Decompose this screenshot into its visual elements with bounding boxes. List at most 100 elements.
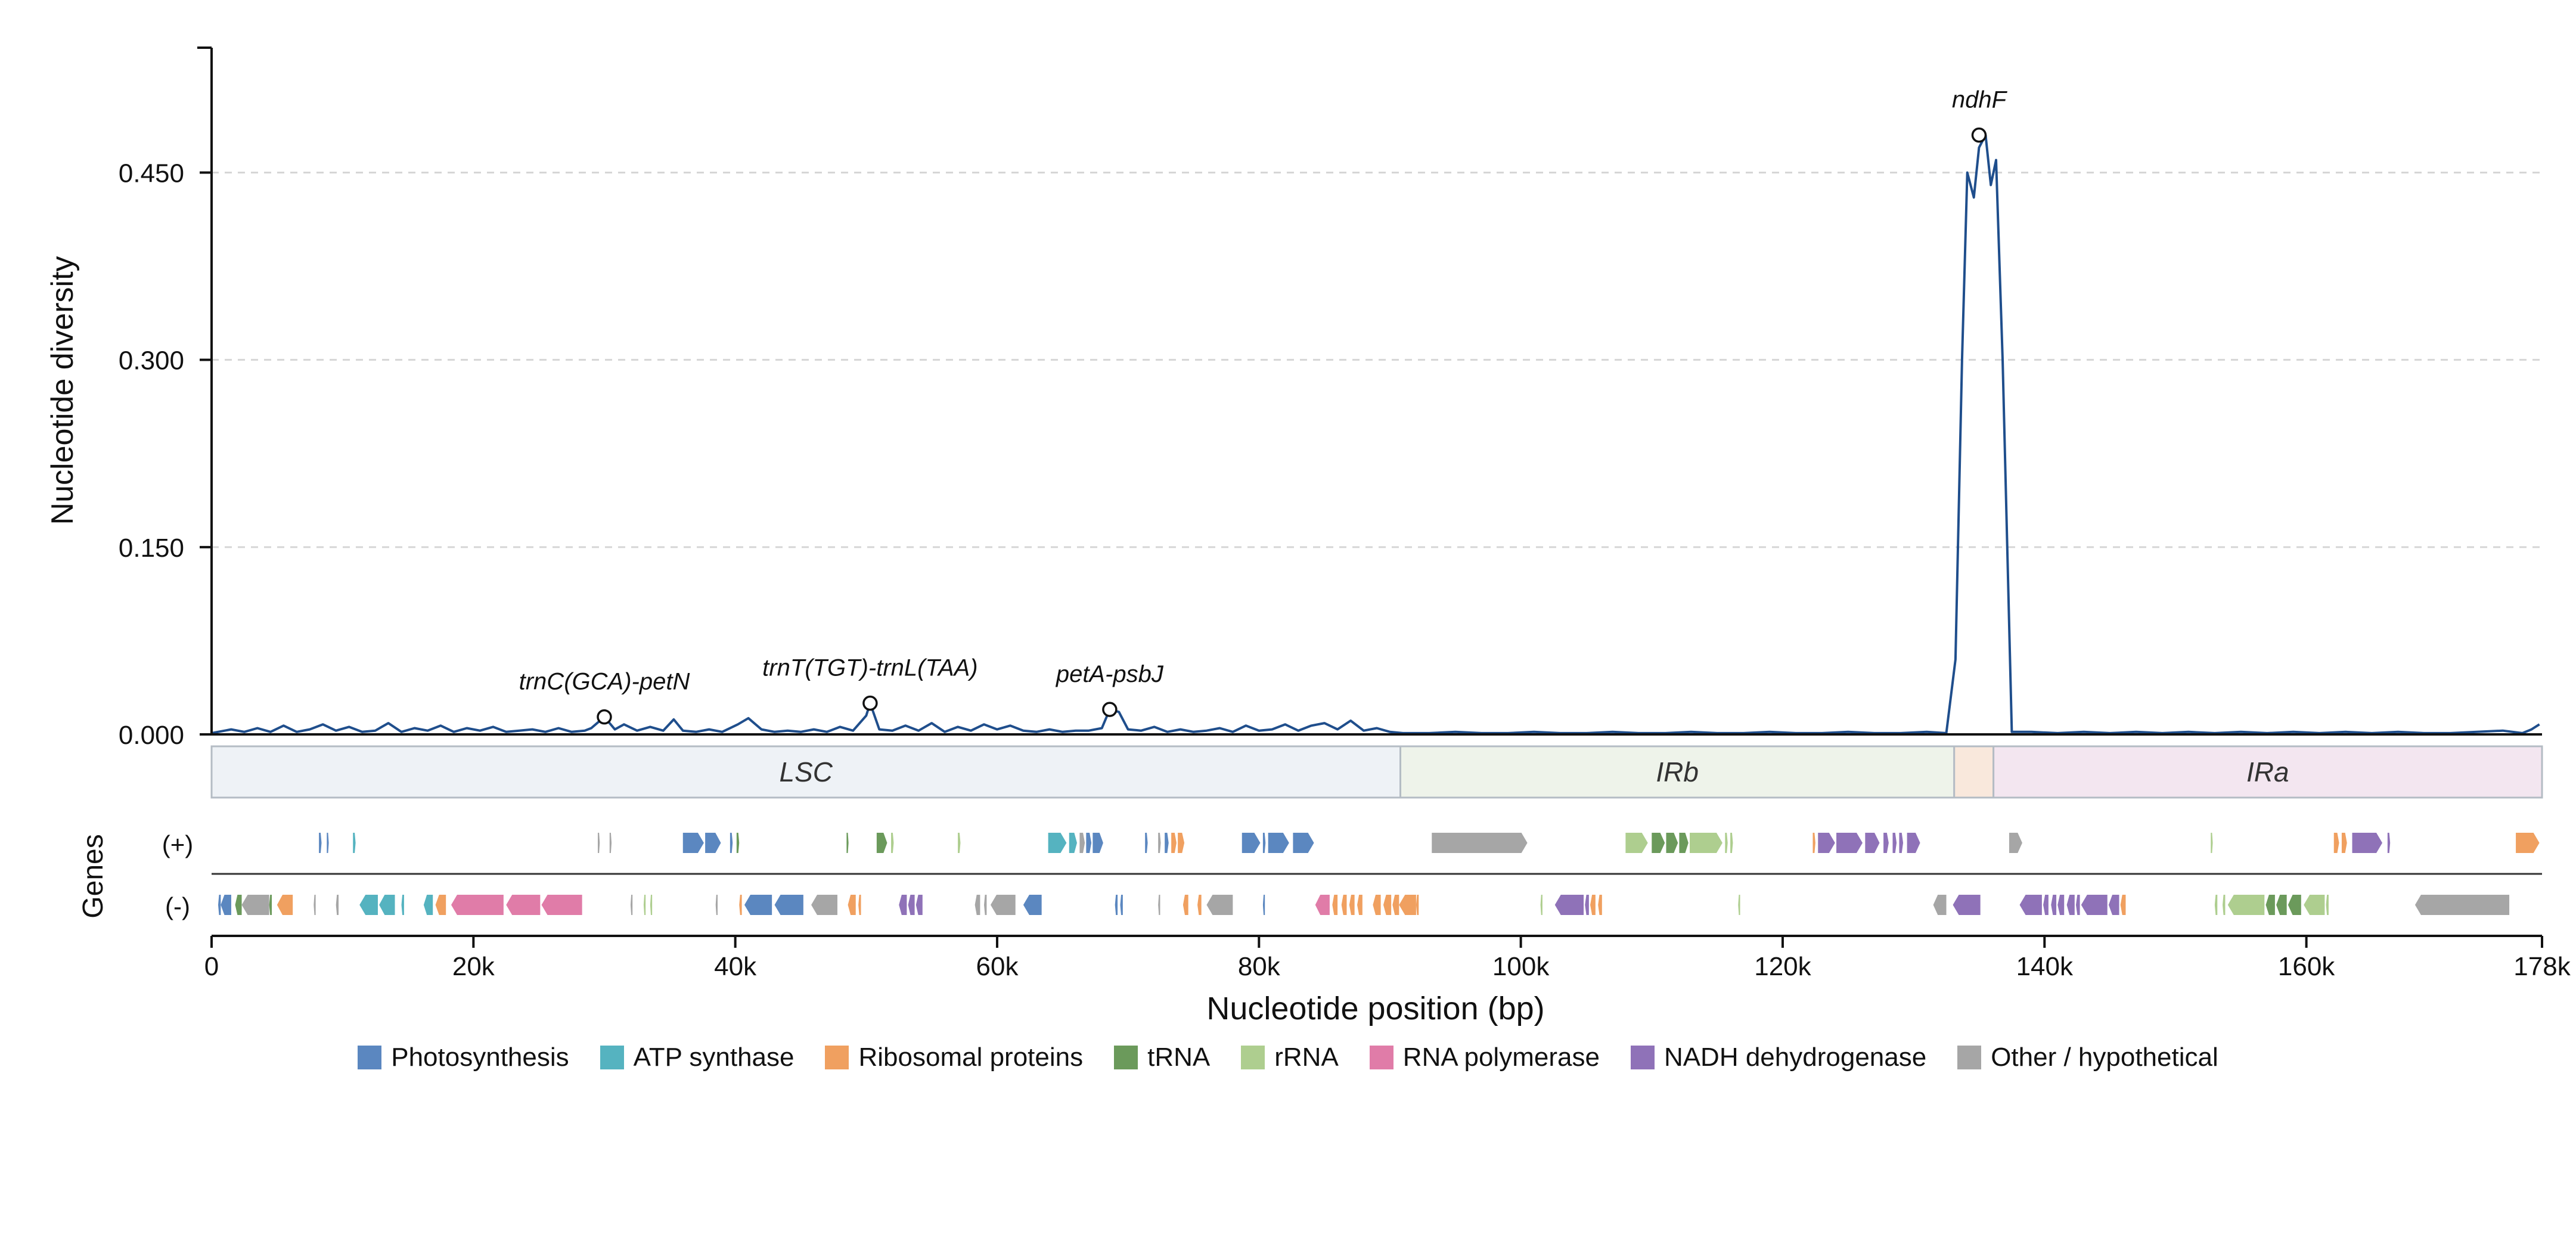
gene-other [2414, 895, 2510, 915]
gene-photo [1242, 833, 1261, 853]
y-tick-label: 0.150 [119, 534, 184, 563]
gene-other [598, 833, 600, 853]
gene-ndh [2051, 895, 2057, 915]
gene-atp [353, 833, 356, 853]
gene-other [336, 895, 339, 915]
gene-ndh [899, 895, 907, 915]
gene-photo [1093, 833, 1103, 853]
x-tick-label: 178k [2513, 952, 2571, 981]
gene-rrna [2211, 833, 2213, 853]
legend-swatch [1630, 1046, 1655, 1069]
legend-item-ndh: NADH dehydrogenase [1630, 1043, 1926, 1072]
gene-ribo [1349, 895, 1355, 915]
x-tick-label: 80k [1238, 952, 1281, 981]
gene-ndh [2019, 895, 2042, 915]
gene-photo [705, 833, 721, 853]
gene-photo [319, 833, 322, 853]
gene-ndh [1554, 895, 1584, 915]
gene-ndh [1818, 833, 1835, 853]
gene-trna [846, 833, 849, 853]
gene-ribo [1383, 895, 1392, 915]
gene-ndh [2081, 895, 2108, 915]
x-tick-label: 120k [1754, 952, 1811, 981]
gene-atp [401, 895, 404, 915]
gene-other [1933, 895, 1947, 915]
gene-rrna [2214, 895, 2218, 915]
gene-rrna [2326, 895, 2329, 915]
y-tick-label: 0.000 [119, 721, 184, 750]
strand-label-minus: (-) [165, 892, 190, 920]
annotation-label: petA-psbJ [1056, 661, 1164, 687]
legend-item-photo: Photosynthesis [358, 1043, 569, 1072]
gene-rrna [958, 833, 961, 853]
gene-rrna [643, 895, 646, 915]
x-tick-label: 100k [1492, 952, 1550, 981]
region-rect [1992, 745, 2543, 799]
gene-atp [1069, 833, 1077, 853]
gene-photo [1293, 833, 1314, 853]
gene-ribo [1812, 833, 1815, 853]
gene-photo [774, 895, 803, 915]
gene-ndh [2076, 895, 2080, 915]
region-rect [1953, 745, 1995, 799]
y-tick-label: 0.450 [119, 159, 184, 188]
gene-rrna [1540, 895, 1543, 915]
gridlines [212, 171, 2542, 548]
gene-ribo [848, 895, 856, 915]
gene-photo [1165, 833, 1169, 853]
gene-rrna [1725, 833, 1728, 853]
gene-atp [379, 895, 395, 915]
gene-trna [1666, 833, 1678, 853]
legend-swatch [1369, 1046, 1393, 1069]
gene-ribo [1197, 895, 1202, 915]
gene-other [1079, 833, 1085, 853]
legend-swatch [600, 1046, 624, 1069]
gene-rrna [2304, 895, 2325, 915]
strand-label-plus: (+) [162, 830, 194, 858]
gene-ribo [1171, 833, 1177, 853]
gene-photo [1262, 833, 1266, 853]
gene-photo [218, 895, 221, 915]
gene-other [1206, 895, 1233, 915]
gene-photo [1120, 895, 1123, 915]
gene-ndh [908, 895, 915, 915]
genes-track-title: Genes [77, 834, 109, 918]
gene-rrna [2223, 895, 2226, 915]
gene-ribo [1590, 895, 1596, 915]
region-band: IRa [1992, 745, 2543, 799]
diversity-line [211, 134, 2540, 734]
gene-other [630, 895, 633, 915]
gene-ribo [1183, 895, 1188, 915]
annotation: trnT(TGT)-trnL(TAA) [762, 655, 978, 711]
gene-ndh [1953, 895, 1981, 915]
gene-atp [359, 895, 378, 915]
gene-trna [2265, 895, 2275, 915]
peak-annotations: trnC(GCA)-petN trnT(TGT)-trnL(TAA) petA-ps… [519, 87, 2008, 725]
gene-ndh [1899, 833, 1904, 853]
gene-ribo [1399, 895, 1416, 915]
annotation-marker [862, 695, 878, 711]
gene-rrna [1730, 833, 1733, 853]
gene-other [2009, 833, 2022, 853]
gene-ribo [1357, 895, 1363, 915]
gene-photo [221, 895, 231, 915]
legend-item-ribo: Ribosomal proteins [825, 1043, 1083, 1072]
annotation: ndhF [1952, 87, 2008, 143]
gene-ndh [2066, 895, 2075, 915]
gene-photo [1023, 895, 1042, 915]
region-band [1953, 745, 1995, 799]
gene-other [990, 895, 1016, 915]
axes: 0.000 0.150 0.300 0.450 0 20k 40k 60k 80k 100k 120… [119, 46, 2571, 981]
region-band: IRb [1399, 745, 1956, 799]
legend-swatch [1114, 1046, 1138, 1069]
gene-ndh [2352, 833, 2383, 853]
gene-other [241, 895, 269, 915]
gene-ndh [1865, 833, 1880, 853]
gene-other [609, 833, 612, 853]
legend-item-rnap: RNA polymerase [1369, 1043, 1600, 1072]
gene-ndh [915, 895, 923, 915]
gene-photo [1262, 895, 1265, 915]
gene-rnap [506, 895, 541, 915]
legend-label: Ribosomal proteins [858, 1043, 1084, 1072]
gene-other [715, 895, 718, 915]
